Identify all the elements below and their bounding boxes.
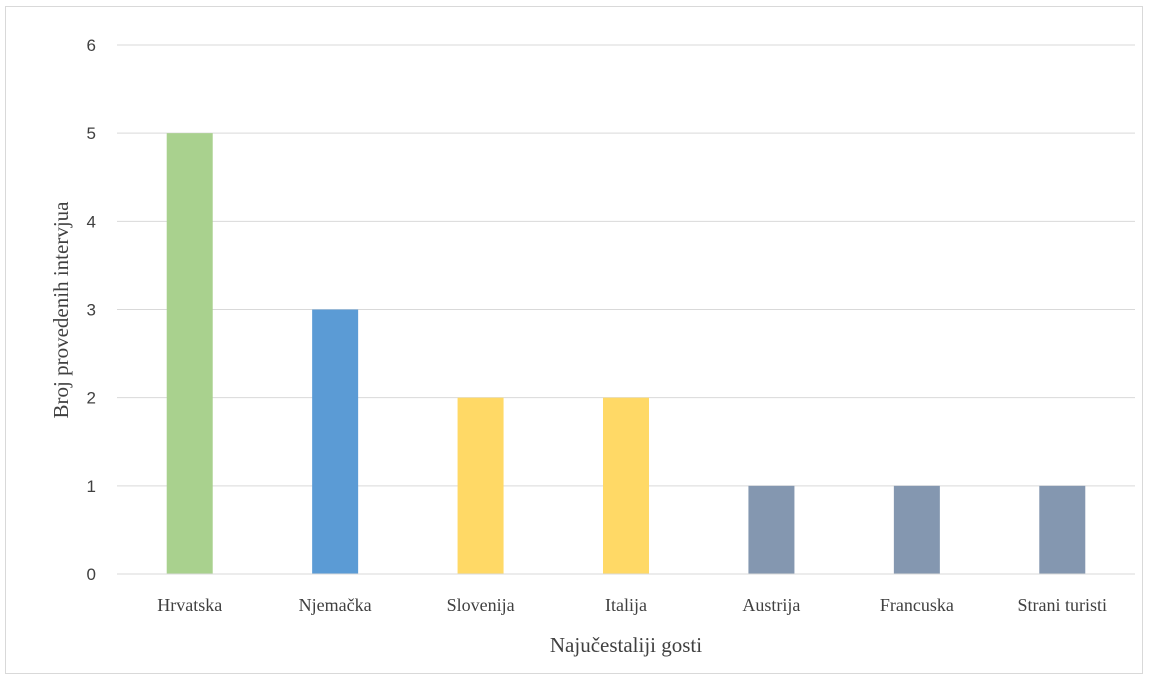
y-tick-label: 2	[87, 389, 96, 408]
y-axis-title: Broj provedenih intervjua	[49, 201, 73, 419]
y-tick-label: 6	[87, 36, 96, 55]
bar-njemačka	[312, 309, 359, 574]
y-tick-label: 4	[87, 212, 96, 231]
x-tick-label: Hrvatska	[157, 595, 222, 615]
x-tick-label: Njemačka	[299, 595, 372, 615]
bar-slovenija	[457, 397, 504, 574]
bar-italija	[603, 397, 649, 574]
x-tick-label: Italija	[605, 595, 647, 615]
bar-strani-turisti	[1039, 485, 1086, 574]
x-tick-label: Slovenija	[447, 595, 515, 615]
bar-francuska	[893, 485, 940, 574]
x-axis-title: Najučestaliji gosti	[550, 633, 702, 657]
y-tick-label: 5	[87, 124, 96, 143]
x-tick-label: Austrija	[742, 595, 800, 615]
x-tick-labels: Hrvatska Njemačka Slovenija Italija Austrija…	[157, 595, 1107, 615]
bar-austrija	[748, 485, 795, 574]
x-tick-label: Francuska	[880, 595, 954, 615]
x-tick-label: Strani turisti	[1018, 595, 1108, 615]
y-tick-label: 1	[87, 477, 96, 496]
y-tick-label: 0	[87, 565, 96, 584]
y-tick-labels: 0 1 2 3 4 5 6	[87, 36, 96, 584]
gridlines	[117, 44, 1135, 487]
bars	[166, 133, 1086, 574]
y-tick-label: 3	[87, 301, 96, 320]
bar-hrvatska	[166, 133, 213, 574]
